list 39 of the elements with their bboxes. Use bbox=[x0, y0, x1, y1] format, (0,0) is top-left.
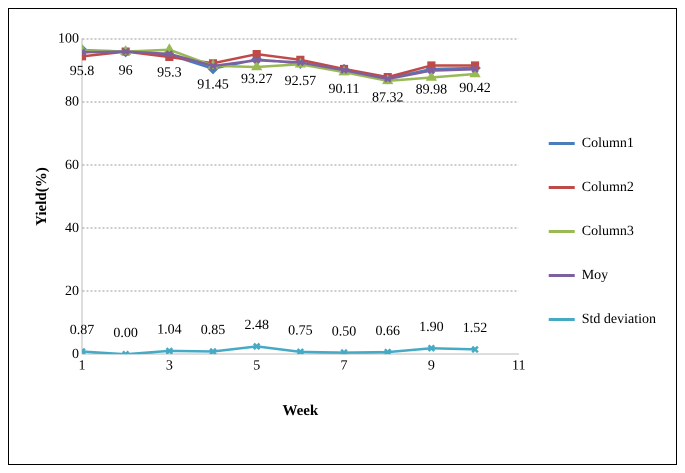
x-tick-label: 7 bbox=[340, 358, 348, 374]
data-label: 96 bbox=[118, 63, 133, 78]
x-tick-label: 3 bbox=[166, 358, 173, 374]
x-tick-label: 1 bbox=[78, 358, 86, 374]
y-axis-title: Yield(%) bbox=[34, 167, 50, 226]
data-label: 1.90 bbox=[419, 320, 444, 335]
data-label: 2.48 bbox=[244, 318, 269, 334]
y-tick-label: 0 bbox=[72, 346, 79, 362]
data-label: 1.04 bbox=[157, 322, 182, 338]
data-label: 0.66 bbox=[375, 324, 400, 339]
data-label: 0.75 bbox=[288, 324, 313, 339]
y-tick-label: 80 bbox=[65, 94, 79, 110]
x-tick-label: 5 bbox=[253, 358, 260, 374]
x-axis-title: Week bbox=[282, 402, 319, 419]
x-tick-label: 9 bbox=[428, 358, 435, 374]
data-label: 0.87 bbox=[70, 323, 94, 338]
legend-label: Column2 bbox=[582, 180, 634, 196]
data-label: 90.11 bbox=[328, 82, 360, 97]
data-label: 90.42 bbox=[459, 80, 491, 96]
y-tick-label: 40 bbox=[65, 220, 79, 236]
y-tick-label: 60 bbox=[65, 158, 79, 173]
y-tick-label: 100 bbox=[58, 32, 79, 47]
legend-label: Moy bbox=[582, 268, 608, 284]
data-label: 92.57 bbox=[284, 74, 316, 90]
data-label: 95.3 bbox=[157, 65, 182, 80]
data-label: 89.98 bbox=[416, 82, 448, 98]
data-label: 0.85 bbox=[200, 323, 226, 338]
legend-label: Std deviation bbox=[582, 312, 656, 328]
legend-label: Column3 bbox=[582, 224, 634, 240]
data-label: 95.8 bbox=[70, 64, 94, 79]
data-label: 91.45 bbox=[197, 78, 229, 93]
data-label: 87.32 bbox=[372, 90, 404, 106]
data-label: 0.00 bbox=[113, 326, 138, 341]
y-tick-label: 20 bbox=[65, 284, 79, 299]
legend-label: Column1 bbox=[582, 136, 634, 152]
data-label: 0.50 bbox=[332, 324, 356, 340]
x-tick-label: 11 bbox=[512, 358, 526, 374]
data-label: 93.27 bbox=[240, 72, 272, 87]
data-label: 1.52 bbox=[462, 321, 488, 336]
